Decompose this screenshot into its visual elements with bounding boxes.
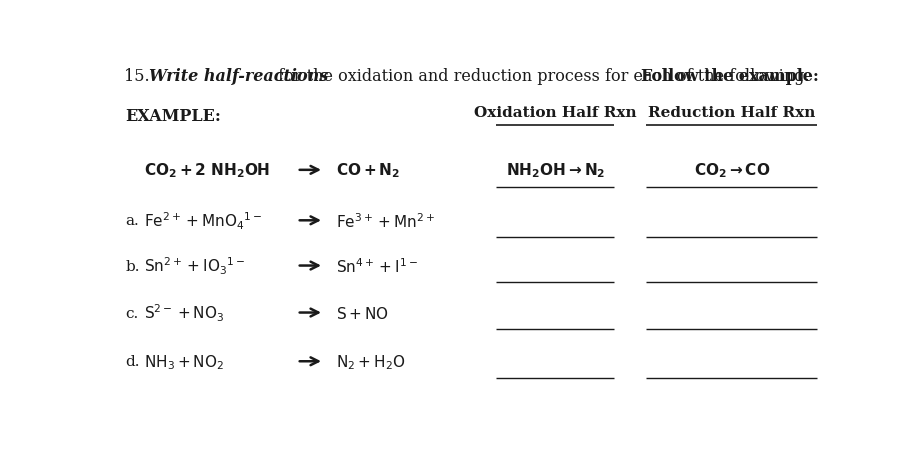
Text: $\mathrm{S + NO}$: $\mathrm{S + NO}$ <box>335 305 389 321</box>
Text: $\mathbf{CO_2 + 2\ NH_2OH}$: $\mathbf{CO_2 + 2\ NH_2OH}$ <box>143 161 269 180</box>
Text: $\mathrm{Fe^{3+} + Mn^{2+}}$: $\mathrm{Fe^{3+} + Mn^{2+}}$ <box>335 212 435 230</box>
Text: $\mathrm{NH_3 + NO_2}$: $\mathrm{NH_3 + NO_2}$ <box>143 352 223 371</box>
Text: Follow the example:: Follow the example: <box>641 68 818 85</box>
Text: Reduction Half Rxn: Reduction Half Rxn <box>647 106 814 120</box>
Text: c.: c. <box>126 306 139 320</box>
Text: $\mathrm{Sn^{4+} + I^{1-}}$: $\mathrm{Sn^{4+} + I^{1-}}$ <box>335 257 417 275</box>
Text: a.: a. <box>126 214 140 228</box>
Text: $\mathbf{CO_2 \rightarrow CO}$: $\mathbf{CO_2 \rightarrow CO}$ <box>693 161 769 180</box>
Text: EXAMPLE:: EXAMPLE: <box>126 108 221 125</box>
Text: Write half-reactions: Write half-reactions <box>149 68 328 85</box>
Text: $\mathrm{Sn^{2+} + IO_3{}^{1-}}$: $\mathrm{Sn^{2+} + IO_3{}^{1-}}$ <box>143 255 244 276</box>
Text: $\mathbf{NH_2OH \rightarrow N_2}$: $\mathbf{NH_2OH \rightarrow N_2}$ <box>505 161 605 180</box>
Text: for the oxidation and reduction process for each of the following.: for the oxidation and reduction process … <box>273 68 819 85</box>
Text: Oxidation Half Rxn: Oxidation Half Rxn <box>473 106 636 120</box>
Text: $\mathrm{S^{2-} + NO_3}$: $\mathrm{S^{2-} + NO_3}$ <box>143 302 223 323</box>
Text: b.: b. <box>126 259 140 273</box>
Text: $\mathrm{N_2 + H_2O}$: $\mathrm{N_2 + H_2O}$ <box>335 352 405 371</box>
Text: d.: d. <box>126 354 140 368</box>
Text: 15.: 15. <box>124 68 154 85</box>
Text: $\mathrm{Fe^{2+} + MnO_4{}^{1-}}$: $\mathrm{Fe^{2+} + MnO_4{}^{1-}}$ <box>143 210 262 231</box>
Text: $\mathbf{CO + N_2}$: $\mathbf{CO + N_2}$ <box>335 161 400 180</box>
